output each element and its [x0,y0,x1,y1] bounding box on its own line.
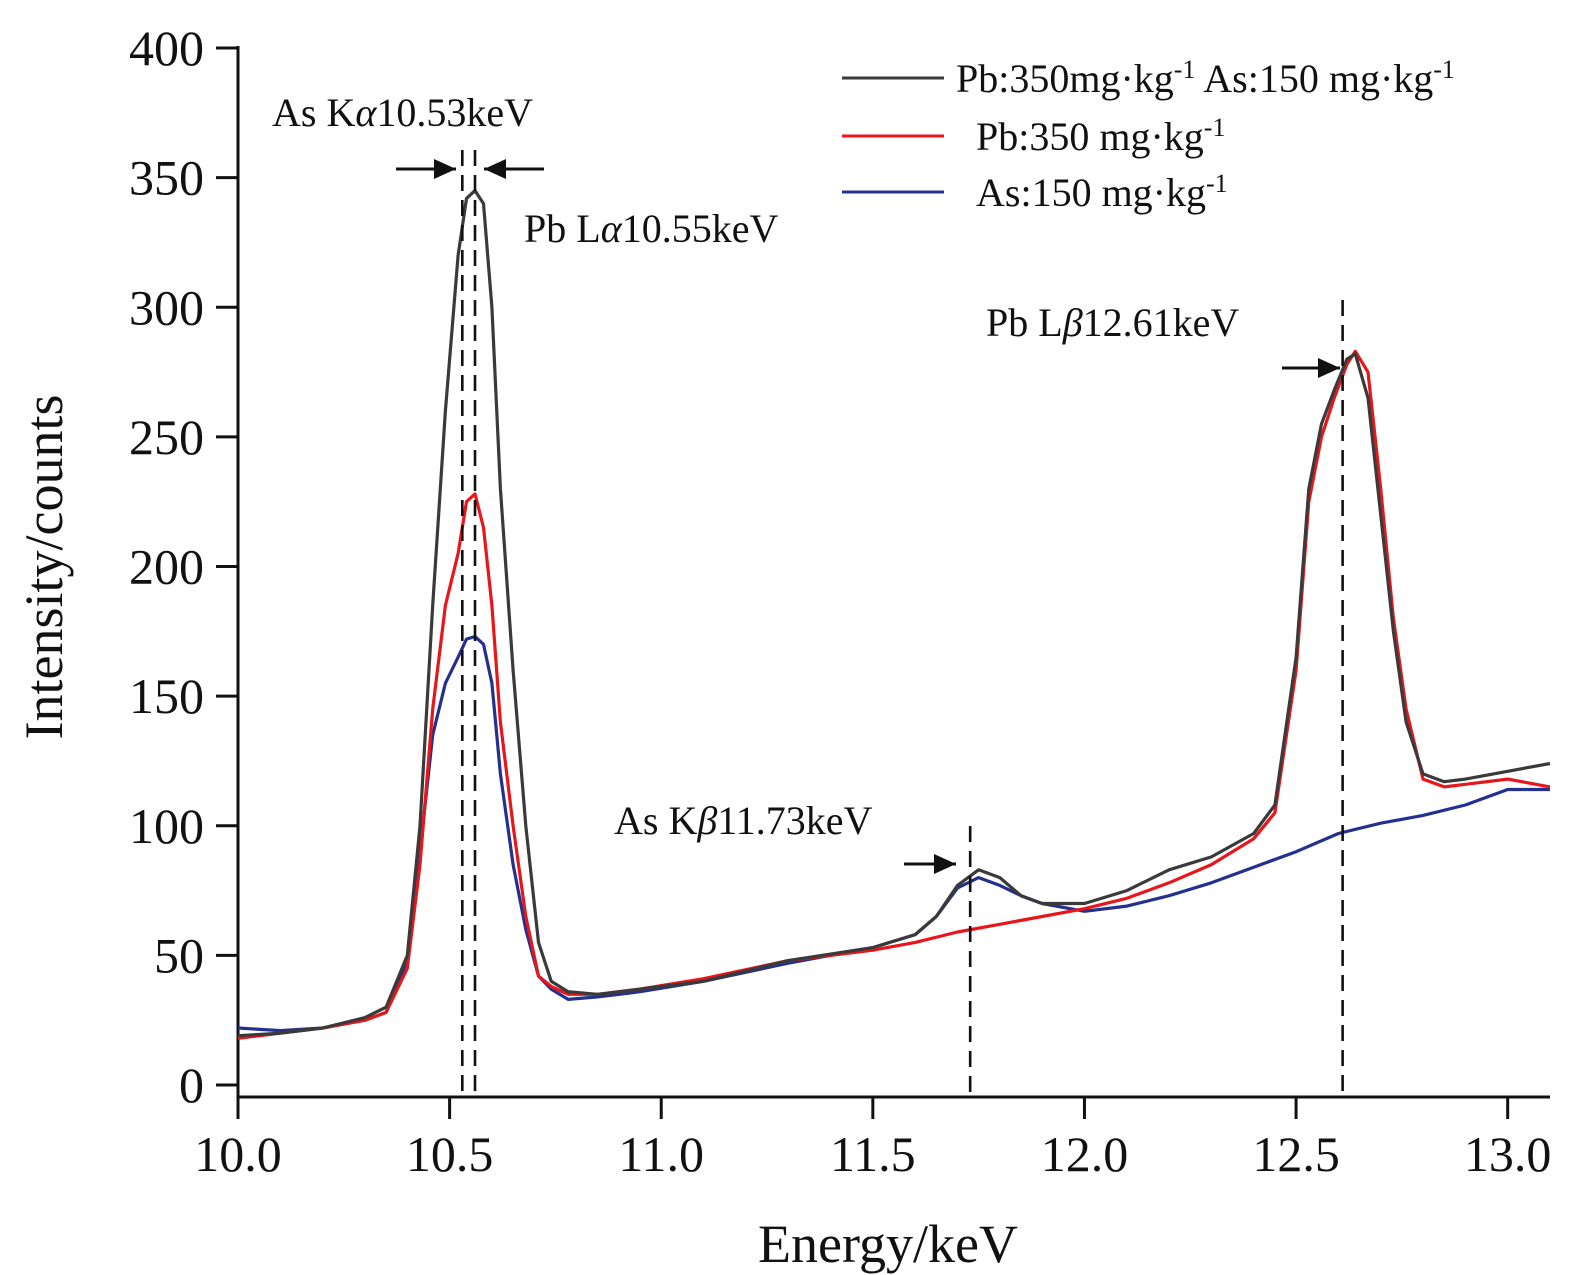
y-tick-label: 0 [179,1057,204,1113]
label-as-ka: As Kα10.53keV [272,90,533,135]
y-tick-label: 300 [129,279,204,335]
axes: 0 50 100 150 200 250 300 350 400 10.0 10.5 11.0 11.5… [129,20,1551,1182]
y-tick-label: 400 [129,20,204,76]
arrow-as-ka-head [434,159,456,179]
y-tick-label: 350 [129,150,204,206]
y-tick-label: 250 [129,409,204,465]
x-tick-label: 11.0 [618,1126,704,1182]
series-line-1 [237,349,1551,1040]
x-tick-label: 12.5 [1252,1126,1340,1182]
y-tick-label: 150 [129,668,204,724]
series-lines [237,189,1551,1040]
x-tick-label: 11.5 [830,1126,916,1182]
arrow-pb-la-head [484,159,506,179]
arrow-as-kb-head [934,854,956,874]
y-tick-label: 100 [129,798,204,854]
legend: Pb:350mg·kg-1 As:150 mg·kg-1 Pb:350 mg·k… [842,55,1455,216]
y-tick-label: 200 [129,539,204,595]
x-tick-label: 10.5 [406,1126,494,1182]
x-axis-title: Energy/keV [758,1214,1018,1274]
annotations: As Kα10.53keV Pb Lα10.55keV As Kβ11.73keV P… [272,90,1344,1097]
arrow-pb-lb-head [1318,358,1340,378]
series-line-0 [237,189,1551,1038]
y-tick-label: 50 [154,927,204,983]
label-as-kb: As Kβ11.73keV [614,798,873,843]
legend-label-2: As:150 mg·kg-1 [976,169,1228,216]
legend-label-1: Pb:350 mg·kg-1 [976,113,1225,160]
x-tick-label: 10.0 [194,1126,282,1182]
label-pb-la: Pb Lα10.55keV [524,206,778,251]
x-tick-label: 12.0 [1041,1126,1129,1182]
x-tick-label: 13.0 [1464,1126,1552,1182]
y-axis-title: Intensity/counts [14,395,74,740]
label-pb-lb: Pb Lβ12.61keV [986,300,1239,345]
legend-label-0: Pb:350mg·kg-1 As:150 mg·kg-1 [956,55,1455,102]
